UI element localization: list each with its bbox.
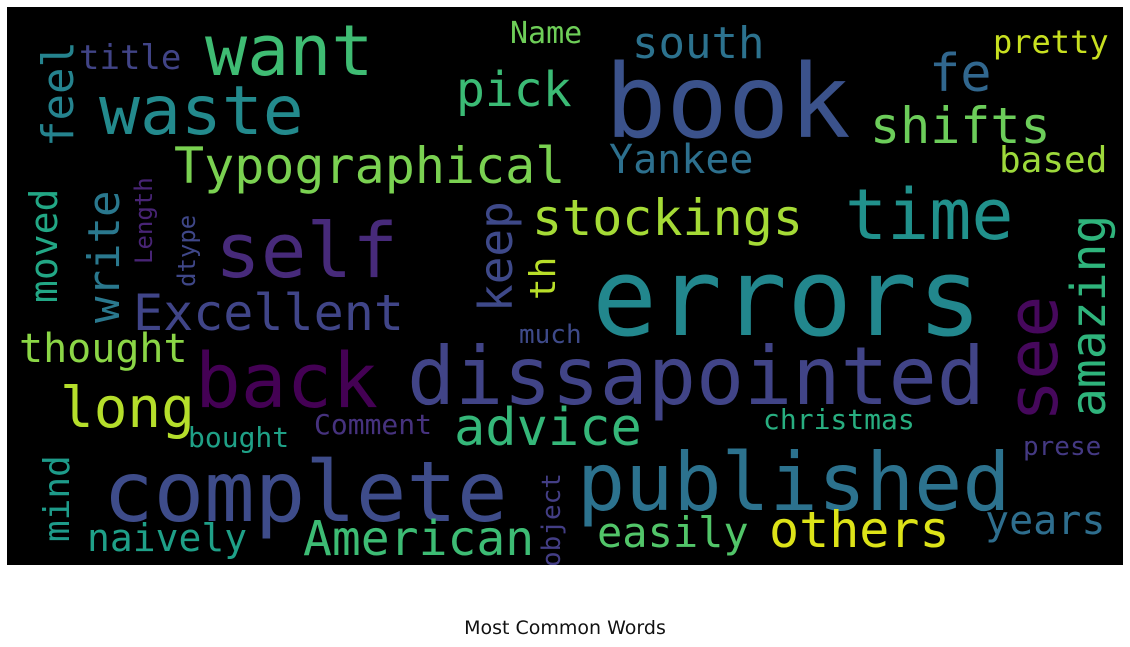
- word-long: long: [60, 376, 195, 441]
- chart-title: Most Common Words: [464, 617, 666, 639]
- word-feel: feel: [33, 41, 84, 147]
- word-book: book: [605, 43, 851, 162]
- word-cloud: errors book dissapointed published complete s…: [19, 10, 1117, 565]
- word-time: time: [845, 174, 1014, 256]
- word-pretty: pretty: [993, 23, 1109, 61]
- word-name: Name: [510, 16, 582, 51]
- word-want: want: [205, 10, 374, 92]
- word-comment: Comment: [314, 408, 432, 441]
- word-stockings: stockings: [532, 189, 803, 247]
- word-shifts: shifts: [870, 97, 1051, 155]
- word-length: Length: [130, 177, 158, 264]
- word-back: back: [195, 336, 378, 425]
- word-see: see: [992, 296, 1074, 422]
- word-cloud-panel: errors book dissapointed published complete s…: [7, 7, 1123, 565]
- word-dtype: dtype: [173, 215, 201, 287]
- word-years: years: [985, 498, 1105, 544]
- word-keep: keep: [469, 201, 523, 312]
- word-prese: prese: [1023, 432, 1101, 462]
- word-others: others: [769, 501, 950, 559]
- word-errors: errors: [592, 236, 982, 361]
- word-pick: pick: [456, 62, 572, 118]
- word-waste: waste: [99, 72, 304, 151]
- word-title: title: [79, 38, 181, 78]
- word-self: self: [215, 206, 398, 295]
- word-thought: thought: [19, 326, 188, 372]
- word-th: th: [523, 257, 564, 300]
- word-complete: complete: [103, 443, 508, 541]
- word-yankee: Yankee: [609, 137, 754, 183]
- word-amazing: amazing: [1061, 215, 1117, 417]
- word-advice: advice: [454, 398, 642, 458]
- word-moved: moved: [22, 189, 66, 303]
- word-excellent: Excellent: [133, 284, 404, 342]
- word-american: American: [303, 511, 534, 565]
- word-typographical: Typographical: [174, 137, 565, 195]
- word-published: published: [577, 436, 1010, 529]
- word-object: object: [537, 473, 567, 565]
- word-based: based: [999, 140, 1107, 181]
- word-fe: fe: [929, 44, 992, 104]
- word-much: much: [519, 320, 582, 350]
- word-naively: naively: [87, 516, 247, 560]
- word-bought: bought: [188, 421, 289, 454]
- word-mind: mind: [37, 455, 78, 542]
- word-south: south: [632, 18, 764, 69]
- word-easily: easily: [597, 508, 749, 557]
- word-christmas: christmas: [763, 403, 915, 436]
- word-dissapointed: dissapointed: [407, 330, 985, 423]
- word-write: write: [79, 191, 130, 323]
